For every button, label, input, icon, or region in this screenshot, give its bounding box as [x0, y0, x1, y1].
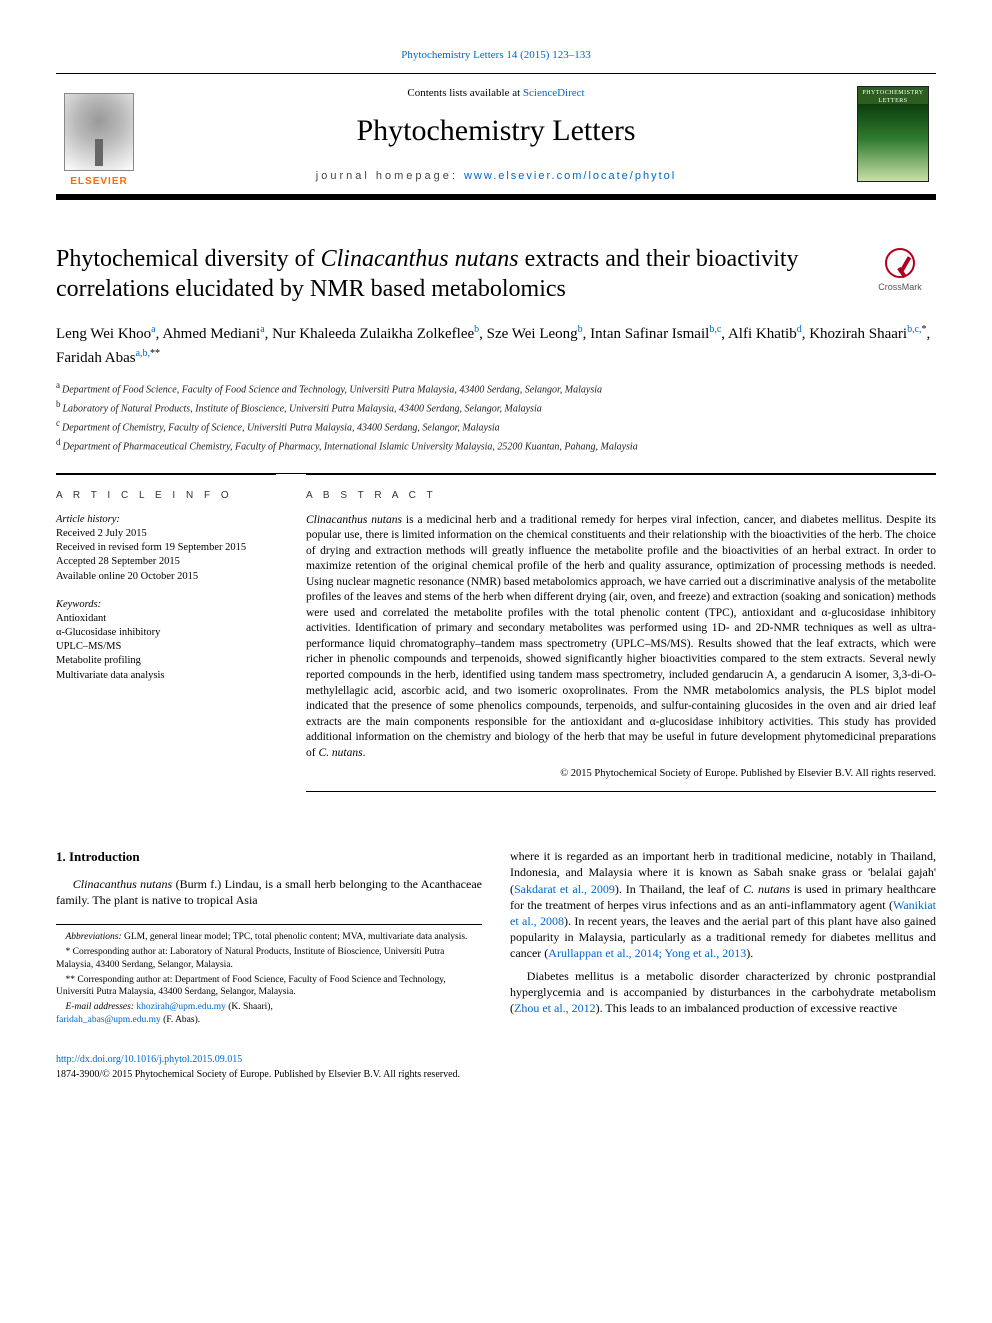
affiliation-row: aDepartment of Food Science, Faculty of … — [56, 379, 936, 397]
article-info: A R T I C L E I N F O Article history: R… — [56, 474, 276, 792]
email-footnote: E-mail addresses: khozirah@upm.edu.my (K… — [56, 1001, 482, 1027]
section-title: Introduction — [69, 849, 140, 864]
author: Sze Wei Leongb — [487, 326, 583, 342]
author: Faridah Abasa,b,** — [56, 350, 160, 366]
keywords-label: Keywords: — [56, 598, 276, 612]
body-paragraph: Diabetes mellitus is a metabolic disorde… — [510, 968, 936, 1017]
author: Khozirah Shaarib,c,* — [809, 326, 926, 342]
keyword: Multivariate data analysis — [56, 669, 276, 683]
email-who-2: (F. Abas). — [161, 1015, 200, 1025]
body-text: ). In Thailand, the leaf of — [615, 882, 743, 896]
keyword: UPLC–MS/MS — [56, 640, 276, 654]
citation-text: 14 (2015) 123–133 — [506, 49, 590, 61]
crossmark-icon — [885, 248, 915, 278]
corresponding-footnote-1: * Corresponding author at: Laboratory of… — [56, 946, 482, 972]
abstract-bottom-rule — [306, 791, 936, 792]
history-item: Received 2 July 2015 — [56, 527, 276, 541]
history-item: Received in revised form 19 September 20… — [56, 541, 276, 555]
abstract-tail: . — [363, 747, 366, 759]
doi-line: http://dx.doi.org/10.1016/j.phytol.2015.… — [56, 1053, 936, 1067]
crossmark-button[interactable]: CrossMark — [864, 248, 936, 293]
title-species-italic: Clinacanthus nutans — [321, 246, 519, 272]
issn-copyright-line: 1874-3900/© 2015 Phytochemical Society o… — [56, 1068, 936, 1082]
affiliation-row: dDepartment of Pharmaceutical Chemistry,… — [56, 436, 936, 454]
masthead: ELSEVIER Contents lists available at Sci… — [56, 73, 936, 200]
cover-title-text: PHYTOCHEMISTRY LETTERS — [858, 89, 928, 105]
citation-link[interactable]: Zhou et al., 2012 — [514, 1001, 596, 1015]
author: Ahmed Mediania — [162, 326, 264, 342]
history-item: Available online 20 October 2015 — [56, 570, 276, 584]
abstract-body: is a medicinal herb and a traditional re… — [306, 514, 936, 759]
citation-link[interactable]: Phytochemistry Letters 14 (2015) 123–133 — [401, 49, 590, 61]
journal-homepage-line: journal homepage: www.elsevier.com/locat… — [152, 169, 840, 184]
title-part-1: Phytochemical diversity of — [56, 246, 321, 272]
history-item: Accepted 28 September 2015 — [56, 555, 276, 569]
body-text: ). This leads to an imbalanced productio… — [596, 1001, 898, 1015]
contents-available-line: Contents lists available at ScienceDirec… — [152, 86, 840, 101]
affiliations: aDepartment of Food Science, Faculty of … — [56, 379, 936, 453]
journal-name: Phytochemistry Letters — [152, 111, 840, 152]
masthead-center: Contents lists available at ScienceDirec… — [142, 74, 850, 194]
crossmark-label: CrossMark — [878, 281, 922, 293]
doi-link[interactable]: http://dx.doi.org/10.1016/j.phytol.2015.… — [56, 1054, 242, 1065]
abstract-copyright: © 2015 Phytochemical Society of Europe. … — [306, 767, 936, 781]
body-paragraph: Clinacanthus nutans (Burm f.) Lindau, is… — [56, 876, 482, 908]
article-title: Phytochemical diversity of Clinacanthus … — [56, 244, 848, 304]
homepage-prefix: journal homepage: — [316, 170, 464, 182]
history-label: Article history: — [56, 513, 276, 527]
affiliation-row: cDepartment of Chemistry, Faculty of Sci… — [56, 417, 936, 435]
abstract-text: Clinacanthus nutans is a medicinal herb … — [306, 513, 936, 761]
email-label: E-mail addresses: — [66, 1002, 135, 1012]
elsevier-tree-icon — [64, 93, 134, 171]
abbrev-label: Abbreviations: — [66, 932, 122, 942]
author: Intan Safinar Ismailb,c — [590, 326, 721, 342]
abstract-species-italic-2: C. nutans — [318, 747, 362, 759]
keyword: Metabolite profiling — [56, 654, 276, 668]
abstract-label: A B S T R A C T — [306, 489, 936, 503]
corresponding-footnote-2: ** Corresponding author at: Department o… — [56, 974, 482, 1000]
authors-list: Leng Wei Khooa, Ahmed Mediania, Nur Khal… — [56, 322, 936, 369]
author: Leng Wei Khooa — [56, 326, 156, 342]
body-paragraph-cont: where it is regarded as an important her… — [510, 848, 936, 961]
abstract: A B S T R A C T Clinacanthus nutans is a… — [306, 474, 936, 792]
footnotes: Abbreviations: GLM, general linear model… — [56, 924, 482, 1027]
email-link-1[interactable]: khozirah@upm.edu.my — [136, 1002, 225, 1012]
body-text: ). — [746, 946, 753, 960]
section-heading: 1. Introduction — [56, 848, 482, 866]
affiliation-row: bLaboratory of Natural Products, Institu… — [56, 398, 936, 416]
abbrev-text: GLM, general linear model; TPC, total ph… — [122, 932, 468, 942]
species-italic: Clinacanthus nutans — [73, 877, 172, 891]
journal-cover[interactable]: PHYTOCHEMISTRY LETTERS — [850, 74, 936, 194]
sciencedirect-link[interactable]: ScienceDirect — [523, 87, 585, 99]
email-link-2[interactable]: faridah_abas@upm.edu.my — [56, 1015, 161, 1025]
journal-cover-image: PHYTOCHEMISTRY LETTERS — [857, 86, 929, 182]
citation-header: Phytochemistry Letters 14 (2015) 123–133 — [56, 48, 936, 63]
contents-prefix: Contents lists available at — [407, 87, 522, 99]
citation-link[interactable]: Sakdarat et al., 2009 — [514, 882, 615, 896]
keyword: α-Glucosidase inhibitory — [56, 626, 276, 640]
elsevier-wordmark: ELSEVIER — [70, 175, 127, 189]
citation-link[interactable]: Arullappan et al., 2014; Yong et al., 20… — [548, 946, 746, 960]
species-italic: C. nutans — [743, 882, 790, 896]
elsevier-logo[interactable]: ELSEVIER — [56, 74, 142, 194]
body-two-column: 1. Introduction Clinacanthus nutans (Bur… — [56, 848, 936, 1027]
author: Alfi Khatibd — [728, 326, 802, 342]
keyword: Antioxidant — [56, 612, 276, 626]
citation-journal: Phytochemistry Letters — [401, 49, 503, 61]
abstract-species-italic: Clinacanthus nutans — [306, 514, 402, 526]
author: Nur Khaleeda Zulaikha Zolkefleeb — [272, 326, 479, 342]
article-info-label: A R T I C L E I N F O — [56, 489, 276, 503]
abbreviations-footnote: Abbreviations: GLM, general linear model… — [56, 931, 482, 944]
email-who-1: (K. Shaari), — [226, 1002, 273, 1012]
section-number: 1. — [56, 849, 66, 864]
journal-homepage-link[interactable]: www.elsevier.com/locate/phytol — [464, 170, 676, 182]
